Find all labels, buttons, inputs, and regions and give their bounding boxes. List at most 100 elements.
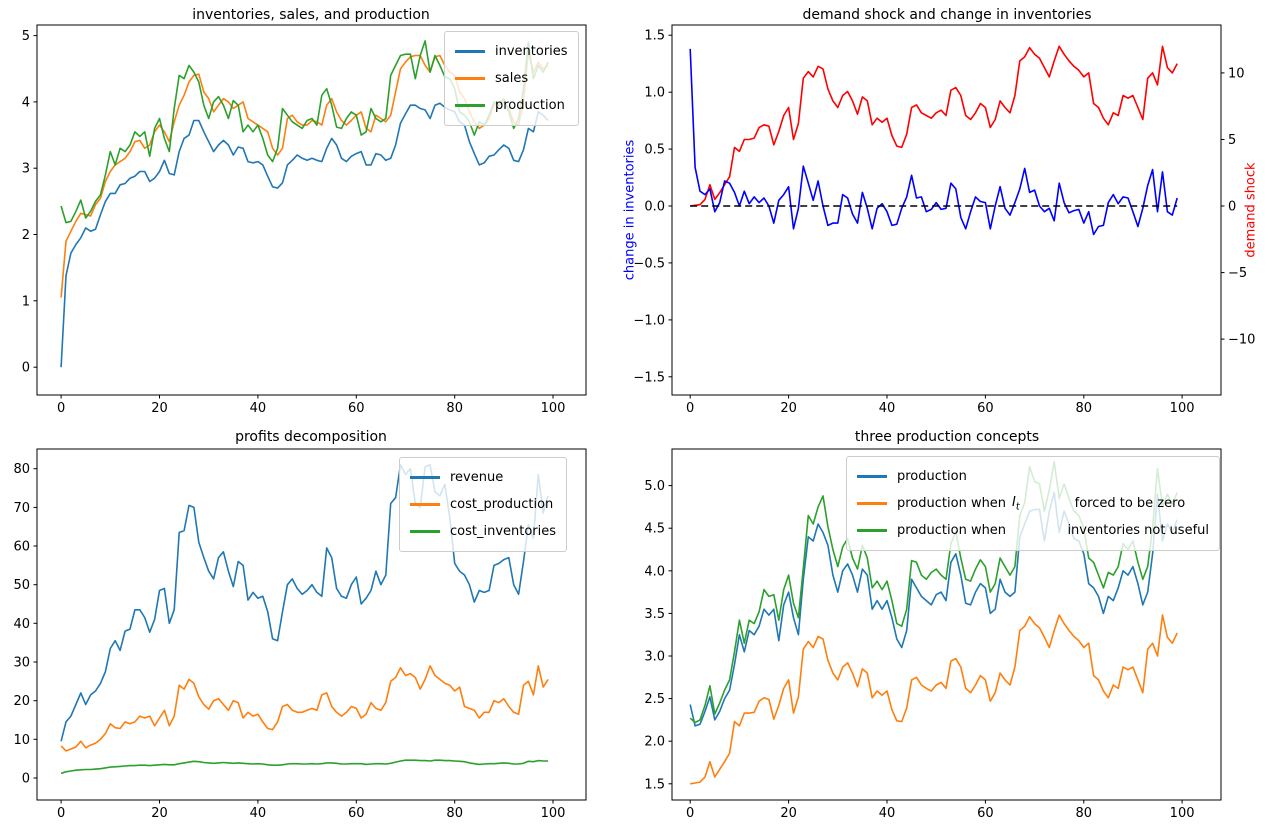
svg-text:40: 40 <box>250 401 267 416</box>
panel-4-title: three production concepts <box>854 429 1040 445</box>
svg-text:1.5: 1.5 <box>644 29 665 44</box>
svg-text:4.0: 4.0 <box>644 564 665 579</box>
svg-text:0: 0 <box>57 806 65 821</box>
legend-label-pre: production when <box>897 523 1007 538</box>
svg-text:−10: −10 <box>1228 333 1255 348</box>
legend-line-swatch <box>857 502 887 505</box>
legend-line-swatch <box>857 529 887 532</box>
svg-text:80: 80 <box>446 401 463 416</box>
legend-line-swatch <box>455 50 485 53</box>
svg-text:1: 1 <box>22 294 30 309</box>
panel-1-title: inventories, sales, and production <box>192 7 430 23</box>
svg-text:0: 0 <box>22 361 30 376</box>
svg-text:−0.5: −0.5 <box>633 256 665 271</box>
svg-text:20: 20 <box>780 806 797 821</box>
legend-item: production when It forced to be zero <box>857 490 1209 517</box>
legend-inventories-sales-production: inventories sales production <box>444 31 579 126</box>
svg-text:0.0: 0.0 <box>644 200 665 215</box>
legend-label: sales <box>495 71 529 86</box>
svg-text:2.5: 2.5 <box>644 692 665 707</box>
legend-label-post: inventories not useful <box>1067 523 1209 538</box>
svg-text:80: 80 <box>1076 401 1093 416</box>
svg-text:50: 50 <box>13 578 30 593</box>
svg-text:80: 80 <box>13 462 30 477</box>
legend-item: production when inventories not useful <box>857 517 1209 544</box>
svg-text:0: 0 <box>686 401 694 416</box>
svg-text:5: 5 <box>1228 133 1236 148</box>
legend-line-swatch <box>857 475 887 478</box>
legend-three-production-concepts: production production when It forced to … <box>846 456 1220 551</box>
svg-text:4.5: 4.5 <box>644 522 665 537</box>
svg-text:1.5: 1.5 <box>644 777 665 792</box>
svg-text:−1.5: −1.5 <box>633 370 665 385</box>
legend-item: cost_inventories <box>410 518 556 545</box>
legend-item: revenue <box>410 464 556 491</box>
svg-text:100: 100 <box>541 401 566 416</box>
legend-label-post: forced to be zero <box>1074 496 1186 511</box>
svg-text:60: 60 <box>348 401 365 416</box>
svg-text:−5: −5 <box>1228 266 1247 281</box>
svg-text:0.5: 0.5 <box>644 143 665 158</box>
legend-line-swatch <box>455 77 485 80</box>
legend-label: production <box>897 469 967 484</box>
svg-text:2.0: 2.0 <box>644 735 665 750</box>
svg-text:1.0: 1.0 <box>644 86 665 101</box>
legend-label: cost_inventories <box>450 524 557 539</box>
legend-line-swatch <box>410 476 440 479</box>
svg-text:40: 40 <box>879 806 896 821</box>
svg-text:5: 5 <box>22 29 30 44</box>
svg-text:0: 0 <box>22 772 30 787</box>
legend-item: production <box>455 92 568 119</box>
svg-text:10: 10 <box>13 733 30 748</box>
legend-label: inventories <box>495 44 568 59</box>
svg-text:100: 100 <box>1170 401 1195 416</box>
svg-text:−1.0: −1.0 <box>633 313 665 328</box>
svg-text:4: 4 <box>22 95 30 110</box>
legend-label: production <box>495 98 565 113</box>
legend-label-pre: production when <box>897 496 1007 511</box>
svg-text:70: 70 <box>13 501 30 516</box>
math-symbol-I-sub-t: It <box>1012 494 1020 513</box>
svg-text:2: 2 <box>22 228 30 243</box>
svg-text:80: 80 <box>446 806 463 821</box>
svg-text:20: 20 <box>780 401 797 416</box>
svg-text:60: 60 <box>977 806 994 821</box>
svg-text:60: 60 <box>13 540 30 555</box>
svg-text:100: 100 <box>1170 806 1195 821</box>
svg-text:40: 40 <box>879 401 896 416</box>
svg-text:100: 100 <box>541 806 566 821</box>
svg-text:20: 20 <box>151 806 168 821</box>
svg-text:0: 0 <box>1228 200 1236 215</box>
svg-text:20: 20 <box>13 694 30 709</box>
panel-3-title: profits decomposition <box>235 429 387 445</box>
legend-line-swatch <box>455 104 485 107</box>
svg-text:10: 10 <box>1228 66 1245 81</box>
svg-text:5.0: 5.0 <box>644 479 665 494</box>
y-axis-label-demand-shock: demand shock <box>1243 162 1259 258</box>
legend-item: cost_production <box>410 491 556 518</box>
legend-item: sales <box>455 65 568 92</box>
svg-text:40: 40 <box>13 617 30 632</box>
legend-item: inventories <box>455 38 568 65</box>
svg-text:0: 0 <box>686 806 694 821</box>
svg-text:20: 20 <box>151 401 168 416</box>
svg-text:3.0: 3.0 <box>644 650 665 665</box>
legend-label: revenue <box>450 470 504 485</box>
legend-line-swatch <box>410 503 440 506</box>
legend-label: cost_production <box>450 497 554 512</box>
legend-profits-decomposition: revenue cost_production cost_inventories <box>399 457 568 552</box>
y-axis-label-change-in-inventories: change in inventories <box>622 139 638 281</box>
svg-text:0: 0 <box>57 401 65 416</box>
svg-text:30: 30 <box>13 656 30 671</box>
svg-text:3.5: 3.5 <box>644 607 665 622</box>
svg-text:60: 60 <box>348 806 365 821</box>
svg-text:3: 3 <box>22 162 30 177</box>
legend-line-swatch <box>410 530 440 533</box>
svg-text:60: 60 <box>977 401 994 416</box>
legend-item: production <box>857 463 1209 490</box>
